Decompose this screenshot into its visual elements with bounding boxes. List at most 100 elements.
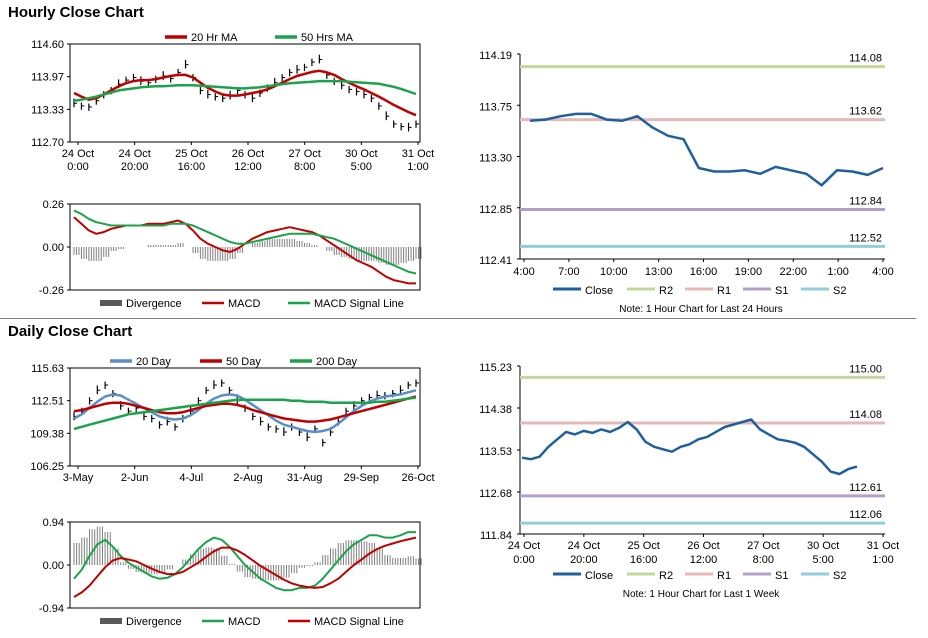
y-tick-label: 115.23 <box>479 362 512 374</box>
ma-line-1 <box>73 395 417 423</box>
legend-label-s1: S1 <box>775 285 788 297</box>
y-tick-label: 0.00 <box>43 560 64 572</box>
x-tick-label: 0:00 <box>67 161 88 173</box>
plot-frame <box>69 367 421 467</box>
y-tick-label: 112.51 <box>31 396 64 408</box>
y-tick-label: 0.94 <box>43 517 64 529</box>
x-tick-label: 16:00 <box>178 161 206 173</box>
x-tick-label: 10:00 <box>600 266 628 278</box>
plot-frame <box>69 203 421 291</box>
x-tick-label: 16:00 <box>630 554 658 566</box>
x-tick-label: 2-Aug <box>233 472 262 484</box>
legend-label-divergence: Divergence <box>126 616 182 628</box>
x-tick-label: 26 Oct <box>687 540 719 552</box>
x-tick-label: 30 Oct <box>345 148 377 160</box>
signal-line <box>73 209 417 275</box>
hourly-section-title: Hourly Close Chart <box>8 4 144 21</box>
y-tick-label: 112.41 <box>479 255 512 267</box>
ma-line-2 <box>73 396 417 431</box>
legend-label-0: 20 Day <box>136 356 171 368</box>
x-tick-label: 4:00 <box>872 266 893 278</box>
daily-macd-chart: 0.94 0.00 -0.94 Divergence MACD MACD Signal L… <box>39 517 422 628</box>
level-label-r2: 114.08 <box>849 53 882 65</box>
x-tick-label: 13:00 <box>645 266 673 278</box>
y-tick-label: 113.75 <box>479 101 512 113</box>
x-tick-label: 26 Oct <box>232 148 264 160</box>
x-tick-label: 8:00 <box>753 554 774 566</box>
legend-label-close: Close <box>585 570 613 582</box>
x-tick-label: 29-Sep <box>344 472 379 484</box>
level-label-s1: 112.61 <box>849 482 882 494</box>
legend-label-2: 200 Day <box>316 356 357 368</box>
daily-price-chart: 115.63 112.51 109.38 106.253-May 2-Jun 4-Jul 2… <box>30 356 434 484</box>
legend-swatch-divergence <box>100 300 122 306</box>
plot-frame <box>69 43 421 143</box>
x-tick-label: 12:00 <box>690 554 718 566</box>
close-line <box>529 112 884 187</box>
x-tick-label: 1:00 <box>872 554 893 566</box>
chart-note: Note: 1 Hour Chart for Last 1 Week <box>623 589 781 600</box>
chart-note: Note: 1 Hour Chart for Last 24 Hours <box>619 304 782 315</box>
x-tick-label: 26-Oct <box>401 472 434 484</box>
y-tick-label: 114.38 <box>479 404 512 416</box>
close-line <box>521 418 858 476</box>
legend-swatch-divergence <box>100 618 122 624</box>
x-tick-label: 12:00 <box>234 161 262 173</box>
x-tick-label: 25 Oct <box>175 148 207 160</box>
x-tick-label: 1:00 <box>407 161 428 173</box>
legend-label-macd: MACD <box>228 616 260 628</box>
y-tick-label: 114.19 <box>479 50 512 62</box>
legend-label-r2: R2 <box>659 570 673 582</box>
y-tick-label: 113.97 <box>31 72 64 84</box>
x-tick-label: 1:00 <box>827 266 848 278</box>
level-label-r1: 114.08 <box>849 409 882 421</box>
ma-line-0 <box>73 69 417 117</box>
y-tick-label: 112.85 <box>479 204 512 216</box>
y-tick-label: 0.26 <box>43 199 64 211</box>
y-tick-label: 114.60 <box>31 39 64 51</box>
x-tick-label: 24 Oct <box>508 540 540 552</box>
x-tick-label: 27 Oct <box>288 148 320 160</box>
x-tick-label: 2-Jun <box>121 472 149 484</box>
y-tick-label: 0.00 <box>43 242 64 254</box>
y-tick-label: 115.63 <box>31 363 64 375</box>
x-tick-label: 24 Oct <box>62 148 94 160</box>
x-tick-label: 25 Oct <box>627 540 659 552</box>
y-tick-label: 111.84 <box>480 530 512 542</box>
macd-line <box>73 531 416 592</box>
legend-label-signal: MACD Signal Line <box>314 298 404 310</box>
legend-label-1: 50 Day <box>226 356 261 368</box>
x-tick-label: 16:00 <box>690 266 718 278</box>
x-tick-label: 0:00 <box>513 554 534 566</box>
y-tick-label: 106.25 <box>30 461 64 473</box>
hourly-macd-chart: 0.26 0.00 -0.26 Divergence MACD MACD Signal L… <box>39 199 422 310</box>
x-tick-label: 5:00 <box>351 161 372 173</box>
x-tick-label: 4:00 <box>513 266 534 278</box>
x-tick-label: 24 Oct <box>118 148 150 160</box>
y-tick-label: -0.94 <box>39 603 64 615</box>
daily-section-title: Daily Close Chart <box>8 323 133 340</box>
legend-label-s2: S2 <box>833 285 846 297</box>
legend-label-0: 20 Hr MA <box>191 32 238 44</box>
level-label-s2: 112.52 <box>849 232 882 244</box>
y-tick-label: 113.30 <box>479 153 512 165</box>
x-tick-label: 30 Oct <box>807 540 839 552</box>
x-tick-label: 4-Jul <box>179 472 203 484</box>
x-tick-label: 20:00 <box>570 554 598 566</box>
macd-line <box>73 216 416 285</box>
x-tick-label: 31 Oct <box>867 540 899 552</box>
level-label-r2: 115.00 <box>849 363 882 375</box>
x-tick-label: 31 Oct <box>402 148 434 160</box>
y-tick-label: 113.53 <box>479 446 512 458</box>
legend-label-divergence: Divergence <box>126 298 182 310</box>
x-tick-label: 24 Oct <box>568 540 600 552</box>
legend-label-macd: MACD <box>228 298 260 310</box>
x-tick-label: 3-May <box>63 472 94 484</box>
legend-label-s1: S1 <box>775 570 788 582</box>
x-tick-label: 22:00 <box>779 266 807 278</box>
legend-label-r1: R1 <box>717 285 731 297</box>
legend-label-1: 50 Hrs MA <box>301 32 354 44</box>
y-tick-label: 112.70 <box>31 137 64 149</box>
